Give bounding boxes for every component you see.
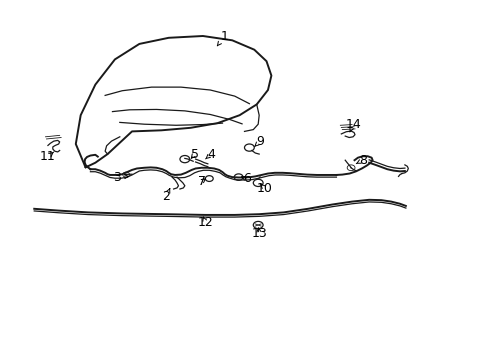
Text: 2: 2: [162, 190, 170, 203]
Text: 14: 14: [345, 118, 360, 131]
Text: 10: 10: [257, 182, 272, 195]
Text: 5: 5: [190, 148, 198, 161]
Text: 13: 13: [251, 227, 266, 240]
Text: 9: 9: [256, 135, 264, 148]
Text: 6: 6: [243, 172, 250, 185]
Text: 1: 1: [221, 30, 228, 42]
Text: 3: 3: [113, 171, 121, 184]
Text: 12: 12: [197, 216, 213, 229]
Text: 7: 7: [198, 175, 205, 188]
Text: 11: 11: [40, 150, 56, 163]
Text: 4: 4: [207, 148, 215, 161]
Text: 8: 8: [358, 154, 366, 167]
